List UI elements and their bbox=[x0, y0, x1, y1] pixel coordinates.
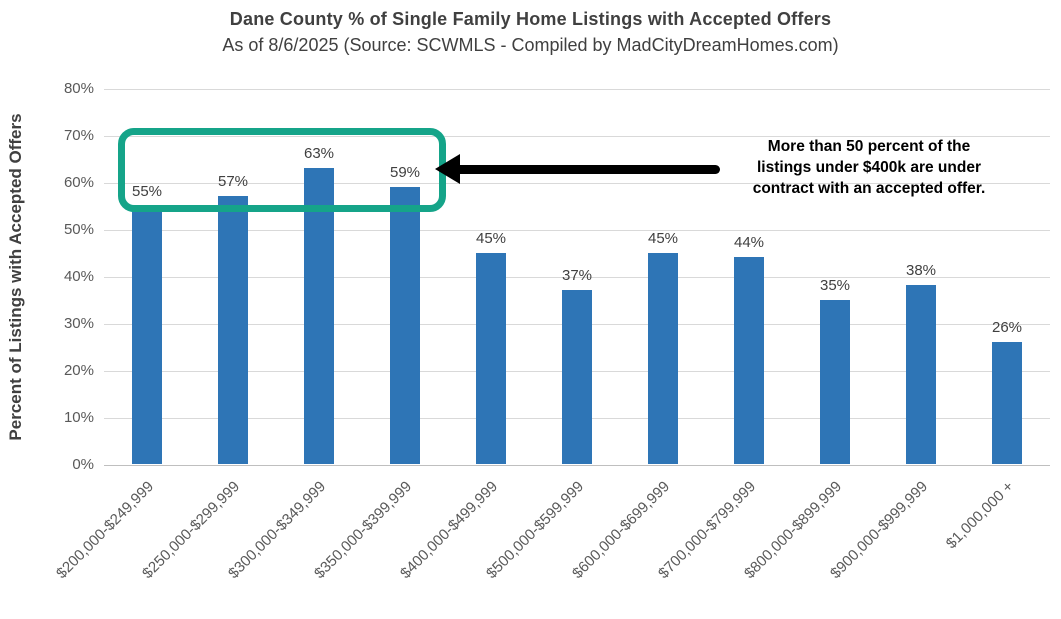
gridline bbox=[104, 136, 1050, 137]
bar bbox=[132, 205, 162, 464]
y-axis-tick-label: 20% bbox=[63, 362, 94, 379]
bar bbox=[304, 167, 334, 464]
y-axis-tick-label: 50% bbox=[63, 221, 94, 238]
bar-value-label: 45% bbox=[475, 229, 507, 247]
gridline bbox=[104, 183, 1050, 184]
annotation-arrow-shaft bbox=[452, 165, 720, 174]
y-axis-tick-label: 0% bbox=[72, 456, 94, 473]
y-axis-tick-label: 70% bbox=[63, 127, 94, 144]
bar bbox=[390, 186, 420, 464]
bar bbox=[734, 257, 764, 464]
y-axis-tick-label: 80% bbox=[63, 80, 94, 97]
bar-value-label: 59% bbox=[389, 163, 421, 181]
y-axis-tick-label: 40% bbox=[63, 268, 94, 285]
bar-value-label: 38% bbox=[905, 262, 937, 280]
bar bbox=[906, 285, 936, 464]
chart-title: Dane County % of Single Family Home List… bbox=[229, 9, 832, 29]
gridline bbox=[104, 89, 1050, 90]
bar bbox=[562, 290, 592, 464]
bar-value-label: 44% bbox=[733, 234, 765, 252]
chart-subtitle: As of 8/6/2025 (Source: SCWMLS - Compile… bbox=[222, 35, 839, 55]
bar bbox=[992, 341, 1022, 464]
y-axis-tick-label: 10% bbox=[63, 409, 94, 426]
highlight-box bbox=[118, 128, 446, 212]
bar-value-label: 37% bbox=[561, 267, 593, 285]
annotation-arrow-head-icon bbox=[435, 154, 460, 184]
annotation-callout-text: More than 50 percent of the listings und… bbox=[752, 138, 986, 197]
gridline bbox=[104, 277, 1050, 278]
bar-value-label: 63% bbox=[303, 144, 335, 162]
bar-value-label: 26% bbox=[991, 318, 1023, 336]
x-axis-category-label: $900,000-$999,999 bbox=[826, 478, 932, 583]
bar-value-label: 45% bbox=[647, 229, 679, 247]
bar-value-label: 57% bbox=[217, 173, 249, 191]
plot-area bbox=[104, 89, 1050, 466]
bar bbox=[648, 252, 678, 464]
bar bbox=[476, 252, 506, 464]
bar bbox=[218, 196, 248, 464]
bar bbox=[820, 299, 850, 464]
y-axis-tick-label: 60% bbox=[63, 174, 94, 191]
x-axis-category-label: $1,000,000 + bbox=[942, 478, 1018, 553]
gridline bbox=[104, 230, 1050, 231]
bar-value-label: 55% bbox=[131, 182, 163, 200]
gridline bbox=[104, 465, 1050, 466]
y-axis-tick-label: 30% bbox=[63, 315, 94, 332]
bar-value-label: 35% bbox=[819, 276, 851, 294]
